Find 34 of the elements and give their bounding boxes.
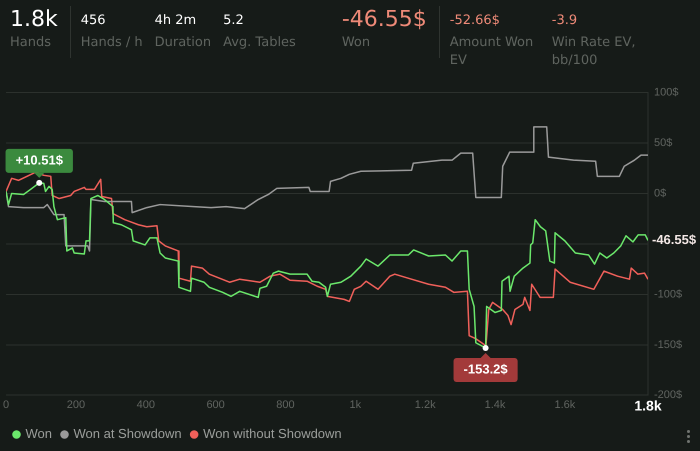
text: 1.8k bbox=[10, 6, 58, 34]
text: -46.55$ bbox=[342, 6, 427, 34]
text: -52.66$ bbox=[450, 12, 501, 30]
legend-label: Won bbox=[26, 426, 52, 442]
legend-label: Won at Showdown bbox=[73, 426, 182, 442]
annotation: +10.51$ bbox=[16, 152, 64, 168]
text: 456 bbox=[80, 12, 107, 30]
annotation: -46.55$ bbox=[652, 232, 697, 247]
text: 5.2 bbox=[223, 12, 245, 30]
text: Duration bbox=[154, 34, 212, 52]
x-tick-label: 1.2k bbox=[414, 398, 436, 411]
text: Won bbox=[342, 34, 372, 52]
y-tick-label: -150$ bbox=[654, 338, 682, 351]
x-tick-label: 1.6k bbox=[554, 398, 576, 411]
annotation: -153.2$ bbox=[464, 362, 508, 377]
y-tick-label: 100$ bbox=[654, 86, 678, 99]
text: Hands / h bbox=[80, 34, 143, 52]
text: Win Rate EV, bb/100 bbox=[552, 34, 636, 70]
legend-label: Won without Showdown bbox=[203, 426, 342, 442]
x-tick-label: 0 bbox=[2, 398, 10, 411]
text: 4h 2m bbox=[154, 12, 198, 30]
x-tick-label: 400 bbox=[136, 398, 155, 411]
x-tick-label: 800 bbox=[276, 398, 295, 411]
x-tick-label: 1.4k bbox=[484, 398, 506, 411]
x-tick-label: 600 bbox=[206, 398, 225, 411]
text: Hands bbox=[10, 34, 52, 52]
x-tick-label: 1k bbox=[350, 398, 362, 411]
text: -3.9 bbox=[552, 12, 578, 30]
text: Amount Won EV bbox=[450, 34, 534, 70]
text: Avg. Tables bbox=[223, 34, 296, 52]
x-tick-label: 200 bbox=[66, 398, 86, 411]
y-tick-label: 0$ bbox=[654, 188, 666, 200]
y-tick-label: 50$ bbox=[654, 137, 672, 150]
y-tick-label: -100$ bbox=[654, 288, 682, 300]
